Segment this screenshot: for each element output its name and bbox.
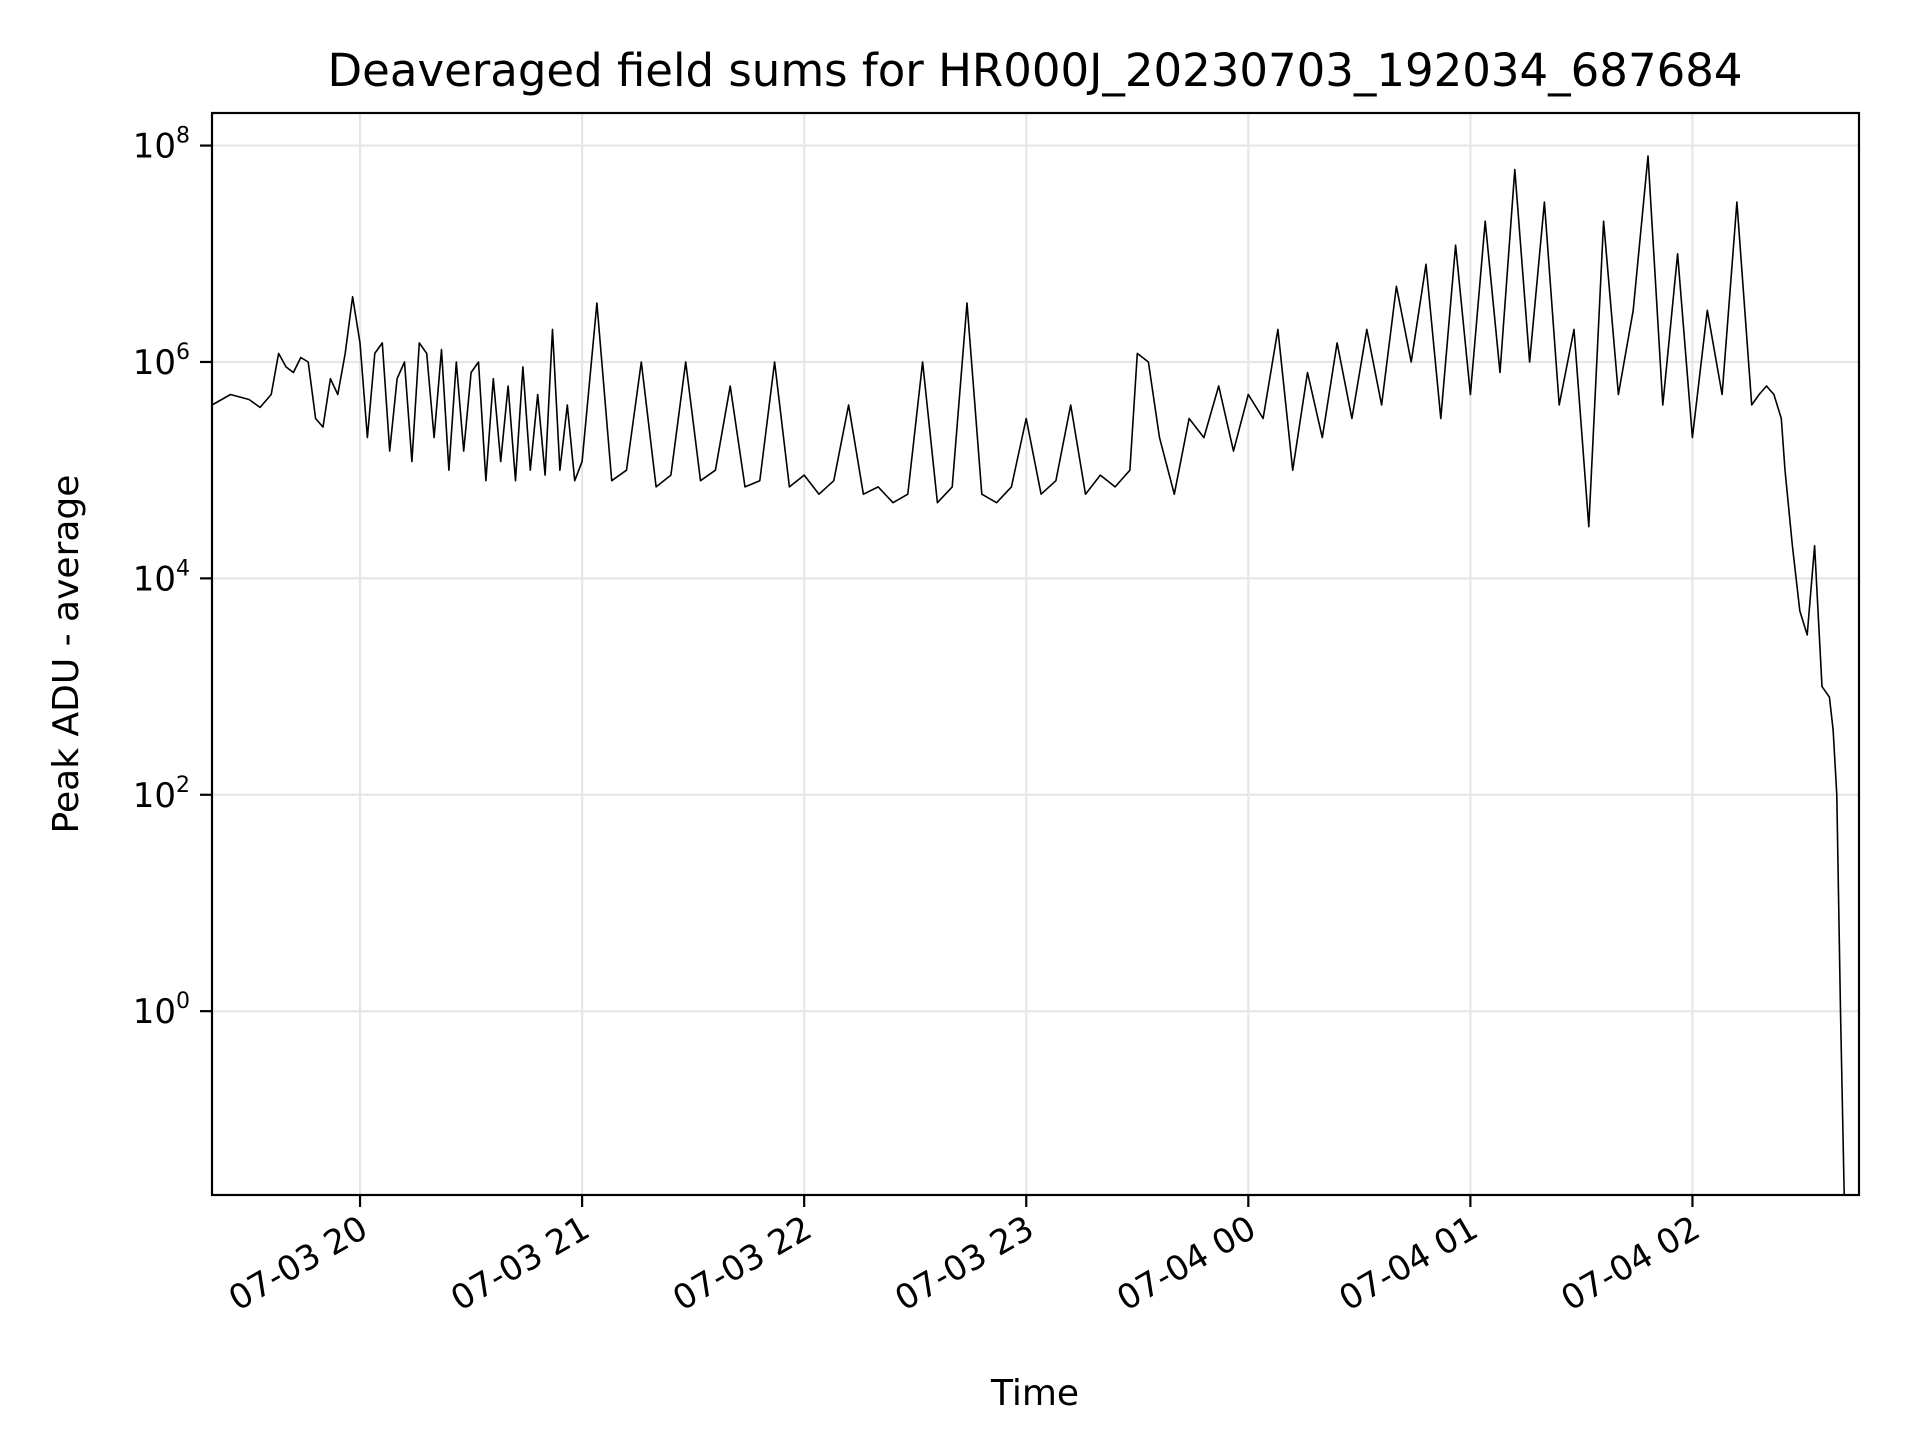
- y-tick-base: 10: [133, 776, 176, 816]
- y-tick-exponent: 8: [176, 124, 190, 149]
- y-axis-title: Peak ADU - average: [46, 475, 87, 834]
- y-tick-exponent: 4: [176, 556, 190, 581]
- series-layer: [211, 155, 1845, 1196]
- y-tick-base: 10: [133, 343, 176, 383]
- y-tick-base: 10: [133, 127, 176, 167]
- y-tick-label: 100: [133, 989, 190, 1032]
- y-tick-base: 10: [133, 559, 176, 599]
- grid: [212, 113, 1859, 1195]
- y-tick-exponent: 6: [176, 340, 190, 365]
- y-tick-exponent: 0: [176, 989, 190, 1014]
- y-tick-label: 102: [133, 773, 190, 816]
- y-tick-label: 106: [133, 340, 190, 383]
- x-axis-title: Time: [990, 1373, 1079, 1414]
- y-tick-exponent: 2: [176, 773, 190, 798]
- series-line: [211, 155, 1845, 1196]
- y-tick-label: 108: [133, 124, 190, 167]
- plot-frame: [210, 111, 1861, 1197]
- y-tick-label: 104: [133, 556, 190, 599]
- chart-title: Deaveraged field sums for HR000J_2023070…: [328, 44, 1743, 97]
- y-tick-base: 10: [133, 992, 176, 1032]
